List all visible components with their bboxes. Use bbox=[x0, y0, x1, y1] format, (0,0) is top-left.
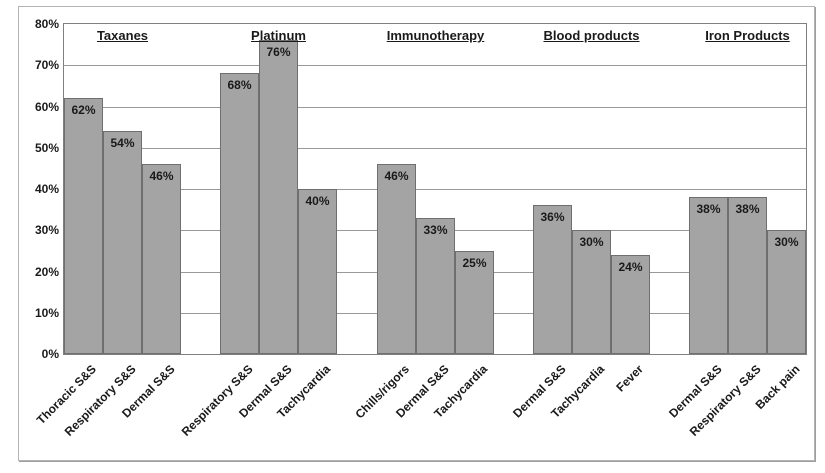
bar: 24% bbox=[611, 255, 650, 354]
bar-value-label: 54% bbox=[110, 136, 135, 150]
bar-value-label: 36% bbox=[540, 210, 565, 224]
group-title: Taxanes bbox=[96, 28, 149, 43]
bar: 38% bbox=[728, 197, 767, 354]
bar: 46% bbox=[142, 164, 181, 354]
figure-border: 62% 54% 46% 68% 76% 40% 46% 33% 25% 36% 30% 24% 38% 3… bbox=[18, 6, 815, 461]
group-title: Blood products bbox=[543, 28, 640, 43]
x-axis-tick-label: Respiratory S&S bbox=[686, 362, 764, 439]
y-axis-tick-label: 20% bbox=[34, 265, 59, 279]
y-axis-tick-label: 30% bbox=[34, 223, 59, 237]
y-axis-tick-label: 50% bbox=[34, 141, 59, 155]
bar: 46% bbox=[377, 164, 416, 354]
y-axis-tick-label: 60% bbox=[34, 100, 59, 114]
y-axis-tick-label: 80% bbox=[34, 17, 59, 31]
x-axis-tick-label: Fever bbox=[613, 362, 647, 395]
gridline bbox=[64, 189, 806, 190]
bar-value-label: 40% bbox=[305, 194, 330, 208]
x-axis-tick-label: Respiratory S&S bbox=[61, 362, 139, 439]
bar: 38% bbox=[689, 197, 728, 354]
bar-value-label: 76% bbox=[266, 45, 291, 59]
bar-value-label: 38% bbox=[696, 202, 721, 216]
gridline bbox=[64, 65, 806, 66]
bar-value-label: 46% bbox=[149, 169, 174, 183]
x-axis-tick-label: Respiratory S&S bbox=[178, 362, 256, 439]
plot-area: 62% 54% 46% 68% 76% 40% 46% 33% 25% 36% 30% 24% 38% 3… bbox=[63, 23, 807, 355]
bar-value-label: 68% bbox=[227, 78, 252, 92]
y-axis-tick-label: 0% bbox=[41, 347, 59, 361]
bar-value-label: 24% bbox=[618, 260, 643, 274]
bar: 30% bbox=[767, 230, 806, 354]
gridline bbox=[64, 148, 806, 149]
group-title: Platinum bbox=[251, 28, 306, 43]
bar: 25% bbox=[455, 251, 494, 354]
bar-value-label: 30% bbox=[774, 235, 799, 249]
bar-value-label: 38% bbox=[735, 202, 760, 216]
bar: 33% bbox=[416, 218, 455, 354]
bar-value-label: 33% bbox=[423, 223, 448, 237]
group-title: Iron Products bbox=[705, 28, 790, 43]
bar: 62% bbox=[64, 98, 103, 354]
bar: 54% bbox=[103, 131, 142, 354]
y-axis-tick-label: 70% bbox=[34, 58, 59, 72]
bar: 36% bbox=[533, 205, 572, 354]
group-title: Immunotherapy bbox=[386, 28, 485, 43]
bar-value-label: 62% bbox=[71, 103, 96, 117]
bar: 30% bbox=[572, 230, 611, 354]
bar-value-label: 25% bbox=[462, 256, 487, 270]
bar: 68% bbox=[220, 73, 259, 354]
bar: 76% bbox=[259, 40, 298, 354]
bar-value-label: 46% bbox=[384, 169, 409, 183]
gridline bbox=[64, 107, 806, 108]
bar: 40% bbox=[298, 189, 337, 354]
y-axis-tick-label: 10% bbox=[34, 306, 59, 320]
bar-value-label: 30% bbox=[579, 235, 604, 249]
y-axis-tick-label: 40% bbox=[34, 182, 59, 196]
